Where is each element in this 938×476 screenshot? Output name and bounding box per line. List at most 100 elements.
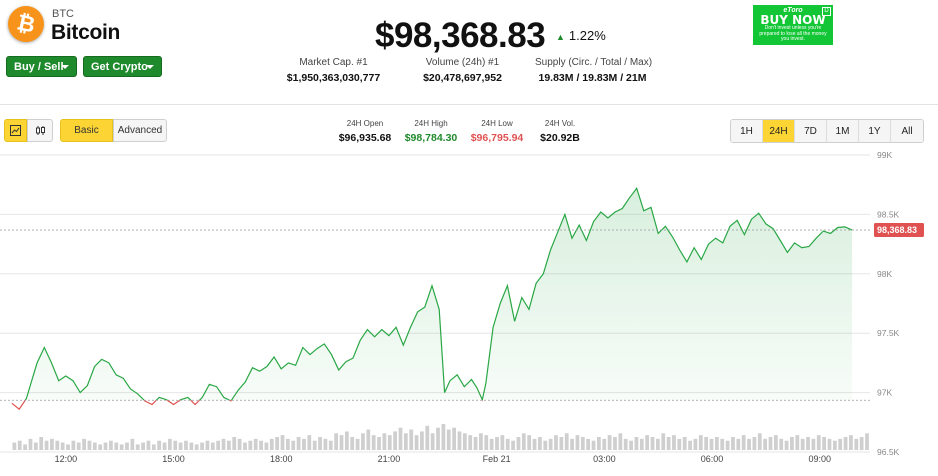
open-value: $96,935.68 <box>338 132 392 144</box>
ad-choices-icon[interactable]: D <box>822 7 831 16</box>
volume-bar <box>586 438 591 450</box>
volume-bar <box>709 438 714 450</box>
volume-bar <box>307 435 312 450</box>
volume-bar <box>473 437 478 450</box>
volume-bar <box>479 433 483 450</box>
x-tick-label: Feb 21 <box>483 454 511 464</box>
volume-bar <box>613 437 617 450</box>
coin-ticker: BTC <box>52 8 74 20</box>
volume-bar <box>98 444 103 450</box>
candlestick-toggle[interactable] <box>27 119 53 142</box>
current-price-tag-bg <box>874 222 924 237</box>
volume-bar <box>264 442 269 450</box>
volume-bar <box>682 437 687 450</box>
range-all[interactable]: All <box>891 120 923 142</box>
price-chart[interactable]: 99K 98.5K 98K 97.5K 97K 96.5K 12:00 15:00 18:00… <box>0 145 938 476</box>
x-tick-label: 18:00 <box>270 454 293 464</box>
volume-bar <box>704 437 709 450</box>
volume-bar <box>178 442 183 450</box>
volume-bar <box>795 435 800 450</box>
high-value: $98,784.30 <box>404 132 458 144</box>
volume-bar <box>591 440 596 450</box>
volume-bar <box>543 440 548 450</box>
get-crypto-button[interactable]: Get Crypto <box>83 56 162 77</box>
coin-name: Bitcoin <box>51 21 121 44</box>
supply-label: Supply (Circ. / Total / Max) <box>535 57 653 68</box>
volume-bar <box>800 438 805 450</box>
basic-mode-button[interactable]: Basic <box>60 119 113 142</box>
volume-bar <box>237 438 242 450</box>
volume-bar <box>559 437 564 450</box>
volume-bar <box>720 438 725 450</box>
price-line-down <box>11 400 483 411</box>
range-7d[interactable]: 7D <box>795 120 827 142</box>
volume-bars <box>12 424 869 450</box>
volume-bar <box>656 438 660 450</box>
volume-bar <box>495 437 499 450</box>
volume-bar <box>323 438 328 450</box>
volume-bar <box>607 435 612 450</box>
volume-bar <box>849 435 853 450</box>
volume-bar <box>371 435 376 450</box>
volume-bar <box>387 435 392 450</box>
ad-disclaimer: Don't invest unless you're prepared to l… <box>759 25 827 42</box>
volume-bar <box>344 431 349 450</box>
volume-bar <box>221 438 226 450</box>
volume-bar <box>564 433 569 450</box>
volume-label: Volume (24h) #1 <box>425 57 500 68</box>
current-price: $98,368.83 <box>375 16 546 55</box>
volume-bar <box>736 438 741 450</box>
volume-bar <box>377 437 381 450</box>
volume-bar <box>548 438 553 450</box>
area-chart-toggle[interactable] <box>4 119 27 142</box>
volume-bar <box>210 442 215 450</box>
volume-bar <box>82 438 86 450</box>
volume-bar <box>747 438 751 450</box>
buy-sell-button[interactable]: Buy / Sell <box>6 56 77 77</box>
x-tick-label: 21:00 <box>378 454 401 464</box>
volume-bar <box>173 440 178 450</box>
range-1h[interactable]: 1H <box>731 120 763 142</box>
volume-bar <box>731 437 735 450</box>
volume-bar <box>757 433 762 450</box>
section-divider <box>0 104 938 105</box>
low-stat: 24H Low $96,795.94 <box>467 119 527 144</box>
volume-bar <box>425 425 430 450</box>
volume-bar <box>248 440 253 450</box>
volume-bar <box>634 437 639 450</box>
volume-bar <box>457 431 462 450</box>
caret-down-icon <box>146 65 154 69</box>
volume-bar <box>484 435 489 450</box>
range-1y[interactable]: 1Y <box>859 120 891 142</box>
volume-bar <box>521 433 526 450</box>
ad-cta: BUY NOW <box>760 13 826 27</box>
volume-bar <box>516 437 521 450</box>
volume-bar <box>763 438 768 450</box>
etoro-ad-banner[interactable]: D eToro BUY NOW Don't invest unless you'… <box>753 5 833 45</box>
x-tick-label: 03:00 <box>593 454 616 464</box>
volume-bar <box>822 437 826 450</box>
volume-bar <box>382 433 387 450</box>
y-tick-label: 98.5K <box>877 209 900 219</box>
volume-bar <box>168 438 172 450</box>
volume-bar <box>688 440 692 450</box>
volume-bar <box>296 437 301 450</box>
volume-bar <box>269 438 274 450</box>
volume-bar <box>227 440 231 450</box>
volume-bar <box>71 440 76 450</box>
volume-bar <box>500 435 505 450</box>
volume-bar <box>355 438 360 450</box>
range-24h[interactable]: 24H <box>763 120 795 142</box>
volume-bar <box>773 435 778 450</box>
volume-bar <box>816 435 821 450</box>
candlestick-icon <box>35 126 45 135</box>
volume-bar <box>162 442 167 450</box>
advanced-mode-button[interactable]: Advanced <box>113 119 167 142</box>
volume-bar <box>672 435 676 450</box>
range-1m[interactable]: 1M <box>827 120 859 142</box>
volume-bar <box>141 442 145 450</box>
high-stat: 24H High $98,784.30 <box>400 119 462 144</box>
volume-bar <box>114 442 119 450</box>
volume-bar <box>76 442 81 450</box>
volume-bar <box>436 427 440 450</box>
